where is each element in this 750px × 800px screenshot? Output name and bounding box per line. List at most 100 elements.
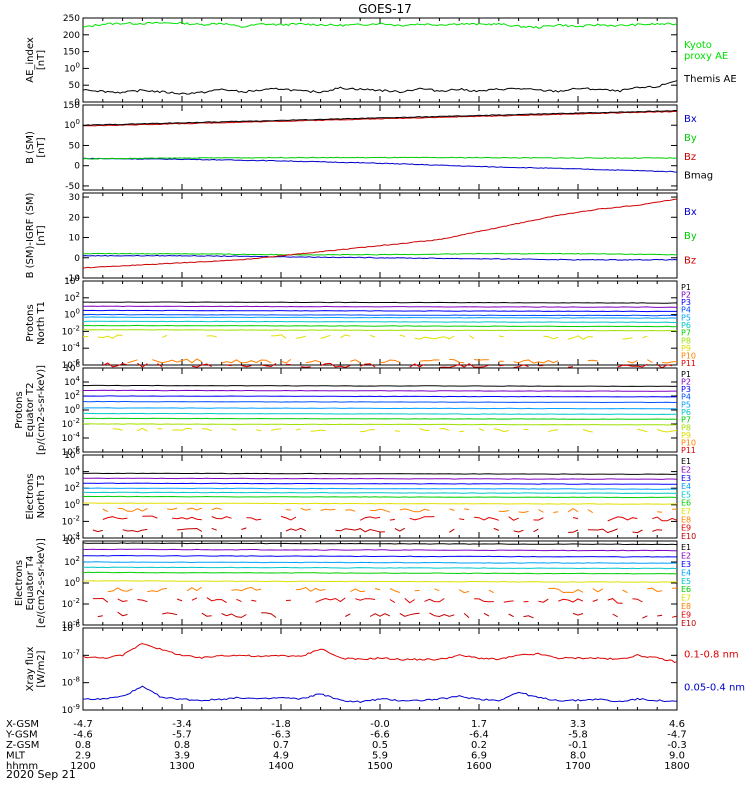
channel-line-e5 xyxy=(82,566,678,570)
channel-line-p1 xyxy=(82,384,678,387)
y-axis-label: [p/(cm2-s-sr-keV)] xyxy=(36,365,47,455)
panel-frame xyxy=(82,367,678,453)
series-line-bmag xyxy=(83,109,678,126)
x-axis-table: X-GSM -4.7 -3.4 -1.8 -0.0 1.7 3.3 4.6Y-GSM -4.6-… xyxy=(5,719,690,772)
x-row-value: 3.9 xyxy=(174,751,190,762)
y-tick-label: 150 xyxy=(63,101,80,111)
panel-frame xyxy=(82,192,678,279)
channel-line-e1 xyxy=(82,542,678,546)
legend-entry-e5: E5 xyxy=(681,490,691,499)
legend-entry-p3: P3 xyxy=(681,385,691,394)
channel-line-e9 xyxy=(93,598,667,604)
y-axis-label: North T3 xyxy=(36,475,47,519)
legend-entry-e10: E10 xyxy=(681,532,696,541)
legend-entry: Bx xyxy=(684,114,697,125)
legend-entry-p11: P11 xyxy=(681,359,696,368)
panel-eequator: 10-4 10-2 100 102 104 Electrons Equator T4 [e/(… xyxy=(14,534,696,631)
y-tick-label: 102 xyxy=(64,481,80,494)
legend-entry: 0.1-0.8 nm xyxy=(684,650,739,661)
panel-xray: 10-9 10-8 10-7 10-6 Xray flux [W/m2] 0.1-0.8 n… xyxy=(25,621,745,716)
y-axis-label: Electrons xyxy=(25,473,36,519)
channel-line-e6 xyxy=(82,495,678,499)
channel-line-e9 xyxy=(102,515,678,522)
channel-line-e1 xyxy=(82,472,678,475)
y-tick-label: 20 xyxy=(69,213,81,223)
x-row-value: 2.9 xyxy=(75,751,91,762)
x-row-value: -0.3 xyxy=(667,740,687,751)
x-row-label: Y-GSM xyxy=(5,730,38,741)
channel-line-e10 xyxy=(97,611,678,619)
y-tick-label: 100 xyxy=(64,576,80,589)
x-row-value: -0.1 xyxy=(568,740,588,751)
series-line-bz xyxy=(83,110,678,127)
x-row-value: -6.6 xyxy=(370,730,390,741)
x-row-label: hhmm xyxy=(6,761,38,772)
channel-line-e6 xyxy=(82,571,678,575)
y-tick-label: -50 xyxy=(65,182,80,192)
channel-line-p8 xyxy=(82,329,678,332)
x-row-value: -4.7 xyxy=(667,730,687,741)
y-tick-label: 104 xyxy=(64,274,80,287)
y-tick-label: 10-7 xyxy=(62,648,80,661)
channel-line-e3 xyxy=(83,554,677,558)
x-row-value: -4.7 xyxy=(73,719,93,730)
y-axis-label: [W/m2] xyxy=(36,650,47,687)
series-line-by xyxy=(82,156,678,160)
y-axis-label: [nT] xyxy=(36,137,47,157)
channel-line-e8 xyxy=(107,586,678,594)
x-row-value: 1.7 xyxy=(471,719,487,730)
y-axis-label: [nT] xyxy=(36,50,47,70)
legend-entry-e3: E3 xyxy=(681,474,691,483)
x-row-value: -0.0 xyxy=(370,719,390,730)
x-row-label: Z-GSM xyxy=(6,740,39,751)
x-row-value: 8.0 xyxy=(570,751,586,762)
y-axis-label: AE_index xyxy=(25,37,36,83)
y-tick-label: 10-6 xyxy=(62,358,81,371)
legend-entry-p4: P4 xyxy=(681,306,691,315)
date-label: 2020 Sep 21 xyxy=(6,768,76,781)
legend-entry-e9: E9 xyxy=(681,524,691,533)
legend-entry-p10: P10 xyxy=(681,352,696,361)
x-row-value: 0.8 xyxy=(75,740,91,751)
y-tick-label: 10-4 xyxy=(62,618,81,631)
x-row-value: -5.7 xyxy=(172,730,192,741)
y-tick-label: 100 xyxy=(64,308,80,321)
legend-entry-e1: E1 xyxy=(681,543,691,552)
y-tick-label: 10-4 xyxy=(62,341,81,354)
panel-frame xyxy=(82,280,678,366)
legend-entry-e8: E8 xyxy=(681,515,691,524)
legend-entry-e7: E7 xyxy=(681,507,691,516)
y-tick-label: 100 xyxy=(64,61,80,74)
legend-entry: proxy AE xyxy=(684,51,728,62)
y-tick-label: 10-2 xyxy=(62,514,80,527)
legend-entry: Themis AE xyxy=(683,74,737,85)
legend-entry-e9: E9 xyxy=(681,610,691,619)
series-line-bx xyxy=(82,254,678,261)
legend-entry-p8: P8 xyxy=(681,336,691,345)
legend-entry-e8: E8 xyxy=(681,602,691,611)
legend-entry-e4: E4 xyxy=(681,482,691,491)
legend-entry: Kyoto xyxy=(684,40,712,51)
channel-line-p3 xyxy=(82,309,677,313)
channel-line-e2 xyxy=(83,477,678,480)
y-axis-label: B (SM) xyxy=(25,131,36,164)
channel-line-p9 xyxy=(83,335,672,340)
legend-entry-e1: E1 xyxy=(681,457,691,466)
y-tick-label: 10-2 xyxy=(62,597,80,610)
x-row-value: 3.3 xyxy=(570,719,586,730)
y-tick-label: 104 xyxy=(64,465,80,478)
y-tick-label: 10-4 xyxy=(62,531,81,544)
y-tick-label: 0 xyxy=(74,254,80,264)
y-tick-label: 50 xyxy=(69,81,81,91)
legend-entry-p1: P1 xyxy=(681,283,691,292)
panel-bsm: -50 0 50 100 150 B (SM) [nT] Bx By Bz Bmag xyxy=(25,101,713,192)
legend-entry-p6: P6 xyxy=(681,321,691,330)
channel-line-e4 xyxy=(82,561,678,564)
y-axis-label: [e/(cm2-s-sr-keV)] xyxy=(36,538,47,628)
legend-entry-e2: E2 xyxy=(681,552,691,561)
y-tick-label: 106 xyxy=(64,361,80,374)
channel-line-p6 xyxy=(82,320,677,323)
